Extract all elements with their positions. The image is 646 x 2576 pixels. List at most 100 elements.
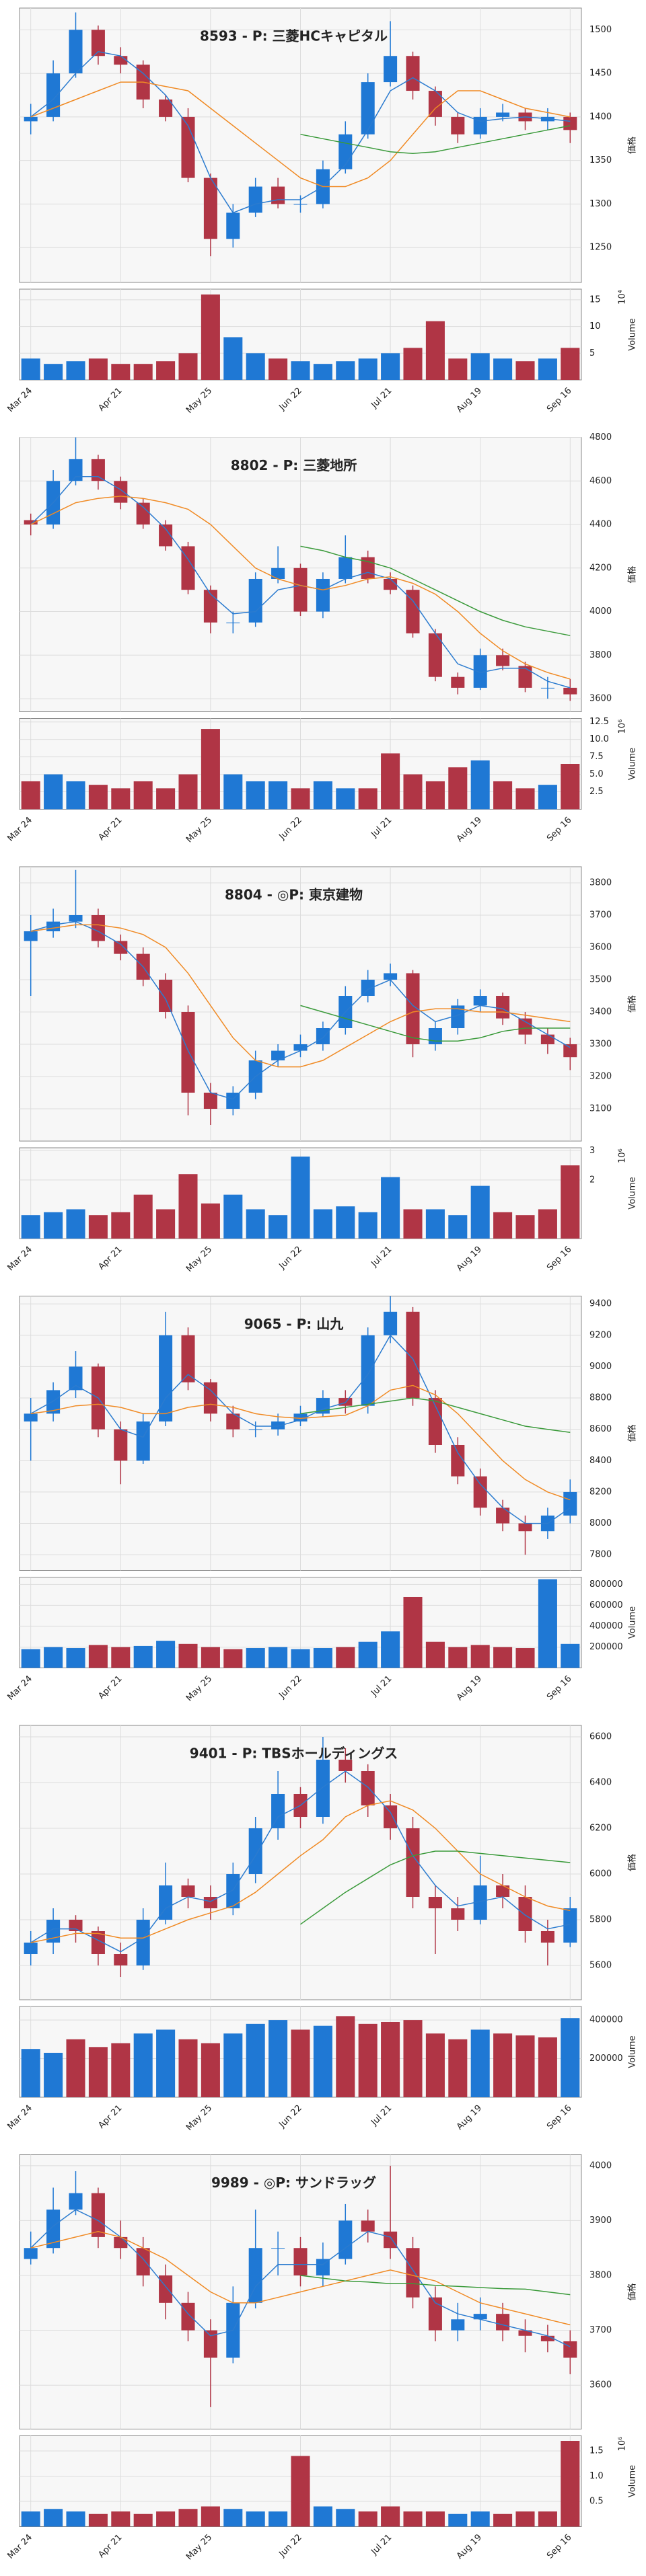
y-tick-label: 8200 [589, 1487, 612, 1497]
volume-tick-label: 10.0 [589, 734, 609, 744]
candle-body [563, 116, 577, 130]
candle-body [316, 1028, 330, 1044]
candle-body [496, 1508, 510, 1524]
chart-title: 8593 - P: 三菱HCキャピタル [200, 28, 388, 44]
candle-body [361, 82, 375, 134]
y-tick-label: 4400 [589, 520, 612, 530]
volume-bar [470, 1645, 490, 1668]
candle-body [361, 2220, 375, 2232]
volume-axis-label: Volume [628, 2465, 638, 2497]
moving-average-line [30, 1334, 571, 1524]
moving-average-line [30, 921, 571, 1100]
volume-bar [336, 1206, 355, 1239]
volume-bar [246, 2511, 265, 2527]
volume-tick-label: 400000 [589, 1621, 623, 1631]
moving-average-line [30, 81, 571, 188]
candle-body [293, 568, 308, 612]
volume-bar [156, 2511, 176, 2527]
x-tick-label: Mar 24 [5, 1674, 34, 1703]
candle-body [316, 2259, 330, 2276]
volume-bar [493, 358, 513, 380]
moving-average-line [30, 1800, 571, 1943]
candle-body [316, 1760, 330, 1817]
volume-bar [403, 2020, 423, 2097]
volume-bar [313, 2025, 332, 2097]
volume-bar [246, 1209, 265, 1239]
candle-body [91, 915, 105, 941]
candle-body [496, 2314, 510, 2331]
x-tick-label: Jun 22 [277, 386, 303, 413]
volume-axis-label: Volume [628, 1177, 638, 1209]
candle-body [91, 1931, 105, 1954]
candle-body [428, 633, 442, 677]
y-tick-label: 8600 [589, 1424, 612, 1434]
candle-body [248, 1828, 262, 1874]
y-tick-label: 4000 [589, 2160, 612, 2171]
chart-title: 8802 - P: 三菱地所 [231, 457, 357, 473]
y-tick-label: 3200 [589, 1072, 612, 1082]
candle-body [563, 1044, 577, 1058]
volume-bar [538, 1579, 557, 1668]
volume-bar [156, 1641, 176, 1668]
volume-bar [470, 2029, 490, 2097]
y-axis-label: 価格 [627, 995, 638, 1013]
chart-panel: 5600 5800 6000 6200 6400 6600 200000 400000 Mar … [5, 1725, 638, 2133]
volume-bar [493, 1212, 513, 1239]
candle-body [384, 1311, 398, 1335]
y-tick-label: 3900 [589, 2216, 612, 2226]
volume-bar [515, 2511, 535, 2527]
x-tick-label: Sep 16 [545, 386, 574, 415]
moving-average-line [300, 1397, 571, 1434]
volume-bar [88, 2513, 108, 2527]
volume-bar [448, 1215, 468, 1239]
volume-tick-label: 600000 [589, 1600, 623, 1610]
candle-body [114, 941, 128, 954]
volume-bar [178, 1643, 198, 1668]
x-tick-label: Jul 21 [369, 815, 394, 840]
y-tick-label: 8000 [589, 1518, 612, 1528]
y-tick-label: 1350 [589, 155, 612, 165]
volume-bar [358, 1641, 378, 1668]
y-tick-label: 3300 [589, 1040, 612, 1050]
candle-body [181, 2302, 195, 2331]
x-tick-label: Apr 21 [96, 1674, 124, 1701]
volume-bar [156, 2029, 176, 2097]
volume-bar [21, 781, 40, 810]
candle-body [69, 1366, 83, 1391]
candle-body [451, 116, 465, 134]
candle-body [226, 212, 240, 239]
chart-panel: 3600 3800 4000 4200 4400 4600 4800 2.5 5.0 7.5 10.… [5, 432, 637, 845]
y-tick-label: 8800 [589, 1393, 612, 1403]
volume-bar [201, 729, 220, 810]
candle-body [24, 2248, 38, 2259]
y-tick-label: 3500 [589, 975, 612, 985]
volume-bar [133, 364, 153, 380]
volume-bar [133, 1645, 153, 1668]
volume-bar [425, 1209, 445, 1239]
chart-title: 9989 - ◎P: サンドラッグ [211, 2175, 376, 2191]
y-tick-label: 3800 [589, 2271, 612, 2281]
volume-bar [470, 353, 490, 380]
volume-bar [425, 1641, 445, 1668]
volume-bar [223, 774, 243, 810]
candle-body [159, 100, 173, 117]
candle-body [24, 116, 38, 122]
candle-body [136, 2248, 150, 2276]
candle-body [406, 590, 420, 633]
x-tick-label: Jun 22 [277, 815, 303, 842]
candle-body [159, 1885, 173, 1920]
volume-bar [201, 294, 220, 380]
candle-body [338, 557, 353, 579]
volume-tick-label: 3 [589, 1146, 595, 1156]
candle-body [69, 30, 83, 74]
volume-bar [448, 358, 468, 380]
candle-body [361, 980, 375, 996]
candle-body [384, 578, 398, 590]
volume-bar [381, 2021, 400, 2097]
volume-tick-label: 2.5 [589, 787, 604, 797]
candle-body [24, 1413, 38, 1422]
candle-body [271, 1794, 285, 1828]
candle-body [203, 2330, 217, 2358]
volume-bar [88, 785, 108, 810]
